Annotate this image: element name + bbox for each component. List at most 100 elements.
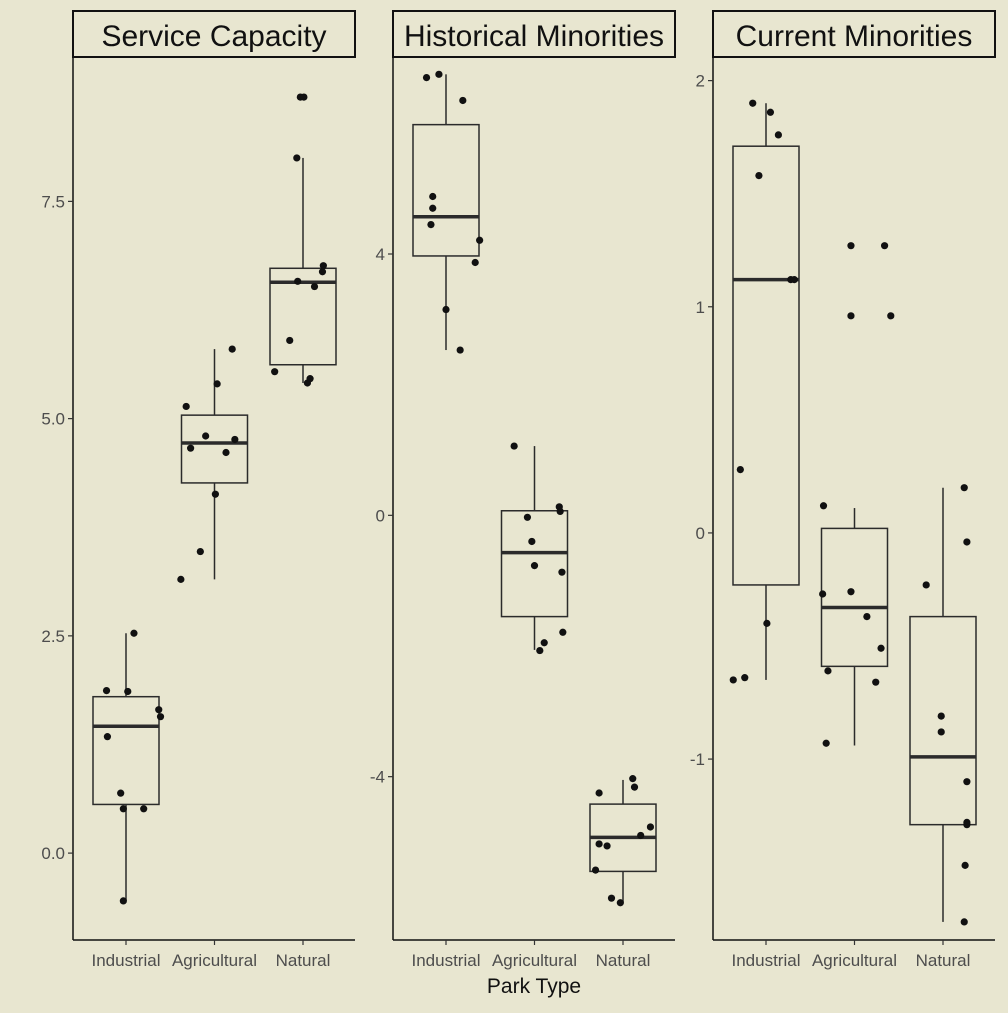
data-point — [103, 733, 112, 741]
data-point — [459, 96, 467, 105]
data-point — [960, 918, 968, 926]
facet-panel: Current Minorities -1 0 1 2 Industrial Agricul… — [690, 10, 996, 970]
data-point — [766, 108, 775, 116]
box-iqr — [269, 267, 337, 366]
data-point — [318, 268, 327, 276]
y-tick-label: -4 — [370, 768, 385, 787]
data-point — [435, 70, 443, 78]
y-tick-label: 0 — [696, 524, 705, 543]
box-iqr — [412, 123, 480, 257]
data-point — [427, 221, 435, 229]
data-point — [442, 305, 450, 314]
data-point — [595, 789, 603, 797]
box-agricultural — [500, 446, 569, 650]
data-point — [540, 639, 548, 647]
data-point — [228, 345, 236, 353]
data-point — [960, 484, 968, 492]
data-point — [629, 775, 637, 783]
data-point — [536, 646, 544, 655]
data-point — [558, 568, 566, 576]
data-point — [213, 380, 221, 388]
data-point — [310, 282, 319, 291]
facet-title: Service Capacity — [101, 20, 326, 53]
data-point — [306, 375, 314, 383]
x-tick-label: Natural — [596, 951, 651, 970]
x-tick-label: Industrial — [732, 951, 801, 970]
data-point — [124, 687, 132, 696]
data-point — [231, 435, 239, 444]
data-point — [877, 644, 885, 652]
data-point — [286, 336, 294, 345]
data-point — [637, 831, 645, 840]
data-point — [130, 629, 138, 637]
y-tick-label: 5.0 — [41, 410, 65, 429]
x-tick-label: Agricultural — [172, 951, 257, 970]
data-point — [528, 537, 536, 546]
x-tick-label: Natural — [916, 951, 971, 970]
data-point — [963, 538, 971, 546]
data-point — [736, 466, 744, 474]
data-point — [140, 805, 148, 813]
box-agricultural — [180, 349, 249, 580]
x-tick-label: Industrial — [92, 951, 161, 970]
y-tick-label: 0.0 — [41, 844, 65, 863]
data-point — [630, 783, 639, 791]
data-point — [937, 712, 945, 720]
data-point — [595, 840, 603, 848]
data-point — [963, 821, 971, 829]
x-tick-label: Agricultural — [812, 951, 897, 970]
data-point — [222, 448, 230, 457]
data-point — [847, 242, 855, 250]
data-point — [102, 687, 111, 695]
data-point — [429, 192, 437, 201]
box-industrial — [92, 633, 160, 901]
data-point — [196, 547, 204, 556]
data-point — [937, 728, 945, 736]
box-iqr — [732, 145, 800, 586]
facet-strip — [72, 10, 356, 58]
data-point — [790, 276, 798, 284]
y-tick-label: -1 — [690, 750, 705, 769]
data-point — [156, 713, 165, 721]
data-point — [591, 866, 600, 874]
x-tick-label: Industrial — [412, 951, 481, 970]
data-point — [763, 619, 771, 627]
data-point — [117, 789, 125, 797]
data-point — [847, 312, 855, 320]
data-point — [616, 899, 624, 907]
data-point — [729, 676, 737, 684]
data-point — [523, 513, 532, 521]
data-point — [961, 861, 969, 869]
data-point — [646, 823, 655, 831]
data-point — [300, 93, 308, 101]
data-point — [456, 346, 464, 354]
box-industrial — [412, 74, 480, 351]
data-point — [819, 502, 828, 510]
data-point — [202, 432, 210, 440]
data-point — [872, 678, 880, 686]
data-point — [603, 842, 611, 850]
data-point — [607, 894, 616, 902]
data-point — [887, 312, 895, 320]
box-iqr — [500, 510, 569, 618]
data-point — [847, 588, 855, 596]
data-point — [824, 667, 832, 675]
y-tick-label: 7.5 — [41, 192, 65, 211]
box-iqr — [180, 414, 249, 484]
data-point — [182, 402, 190, 411]
box-natural — [909, 487, 977, 922]
x-axis-title: Park Type — [487, 975, 581, 998]
data-point — [155, 706, 163, 714]
data-point — [294, 277, 302, 285]
y-tick-label: 4 — [376, 245, 385, 264]
data-point — [774, 131, 782, 139]
data-point — [559, 628, 567, 636]
data-point — [822, 739, 830, 747]
box-natural — [589, 779, 657, 903]
data-point — [177, 575, 185, 583]
facet-strip — [712, 10, 996, 58]
y-tick-label: 2.5 — [41, 627, 65, 646]
data-point — [211, 490, 219, 498]
